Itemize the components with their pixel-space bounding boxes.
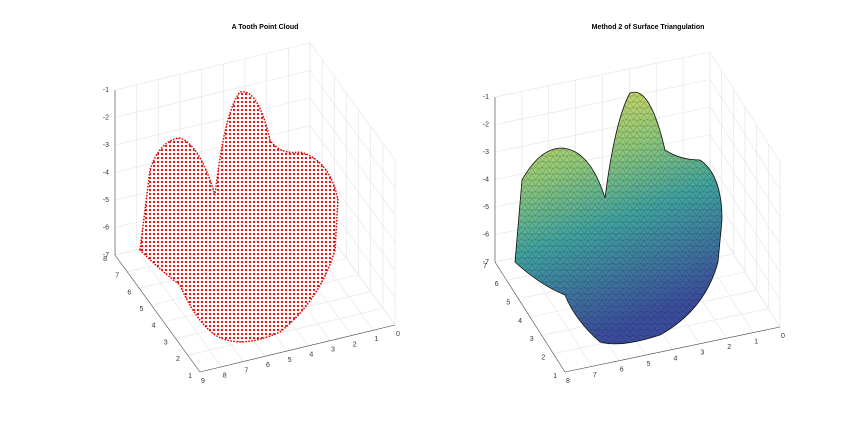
z-tick-label: -6 <box>103 224 109 231</box>
z-tick-label: -6 <box>483 231 489 238</box>
y-tick-label: 1 <box>553 373 557 380</box>
x-tick-label: 3 <box>700 350 704 357</box>
chart-title: Method 2 of Surface Triangulation <box>592 24 705 31</box>
z-tick-label: -7 <box>103 252 109 259</box>
grid-line <box>136 249 222 367</box>
y-tick-label: 6 <box>495 281 499 288</box>
grid-line <box>309 42 396 161</box>
grid-line <box>494 79 711 125</box>
y-tick-label: 3 <box>530 336 534 343</box>
x-tick-label: 7 <box>244 367 248 374</box>
grid-line <box>309 125 396 243</box>
z-tick-label: -4 <box>483 176 489 183</box>
x-tick-label: 4 <box>674 355 678 362</box>
grid-line <box>114 70 311 118</box>
z-tick-label: -5 <box>483 204 489 211</box>
x-tick-label: 2 <box>727 344 731 351</box>
y-tick-label: 6 <box>127 289 131 296</box>
x-tick-label: 2 <box>353 341 357 348</box>
grid-line <box>114 97 311 146</box>
surface-mesh-lines <box>514 91 723 345</box>
z-tick-label: -4 <box>103 169 109 176</box>
axis-line <box>494 261 566 373</box>
x-tick-label: 8 <box>223 373 227 380</box>
y-tick-label: 3 <box>164 339 168 346</box>
z-tick-label: -2 <box>483 121 489 128</box>
x-tick-label: 6 <box>266 362 270 369</box>
y-tick-label: 2 <box>176 356 180 363</box>
x-tick-label: 9 <box>201 378 205 385</box>
z-tick-label: -3 <box>483 149 489 156</box>
grid-line <box>187 307 383 356</box>
grid-line <box>494 106 711 153</box>
z-tick-label: -7 <box>483 259 489 266</box>
y-tick-label: 4 <box>518 318 522 325</box>
grid-line <box>494 51 711 98</box>
y-tick-label: 7 <box>483 263 487 270</box>
x-tick-label: 0 <box>781 333 785 340</box>
grid-line <box>709 134 781 245</box>
x-tick-label: 6 <box>620 367 624 374</box>
y-tick-label: 4 <box>152 323 156 330</box>
y-tick-label: 2 <box>541 355 545 362</box>
x-tick-label: 4 <box>309 352 313 359</box>
z-tick-label: -1 <box>483 94 489 101</box>
y-tick-label: 1 <box>188 373 192 380</box>
x-tick-label: 5 <box>647 361 651 368</box>
x-tick-label: 1 <box>374 336 378 343</box>
grid-line <box>709 106 781 218</box>
x-tick-label: 0 <box>396 331 400 338</box>
chart-title: A Tooth Point Cloud <box>232 24 299 31</box>
y-tick-label: 7 <box>115 273 119 280</box>
grid-line <box>709 79 781 190</box>
x-tick-label: 3 <box>331 347 335 354</box>
grid-line <box>309 97 396 216</box>
z-tick-label: -1 <box>103 87 109 94</box>
y-tick-label: 8 <box>103 256 107 263</box>
grid-line <box>709 216 781 328</box>
y-tick-label: 5 <box>140 306 144 313</box>
grid-line <box>114 125 311 173</box>
grid-line <box>709 161 781 273</box>
x-tick-label: 8 <box>566 378 570 385</box>
x-tick-label: 7 <box>593 372 597 379</box>
axis-line <box>564 326 781 373</box>
grid-line <box>709 51 781 163</box>
x-tick-label: 5 <box>288 357 292 364</box>
z-tick-label: -3 <box>103 142 109 149</box>
z-tick-label: -5 <box>103 197 109 204</box>
point-cloud <box>139 91 339 343</box>
axis-line <box>114 254 201 373</box>
x-tick-label: 1 <box>754 338 758 345</box>
axis-line <box>199 324 396 373</box>
z-tick-label: -2 <box>103 114 109 121</box>
grid-line <box>309 70 396 188</box>
grid-line <box>114 42 311 91</box>
y-tick-label: 5 <box>506 300 510 307</box>
